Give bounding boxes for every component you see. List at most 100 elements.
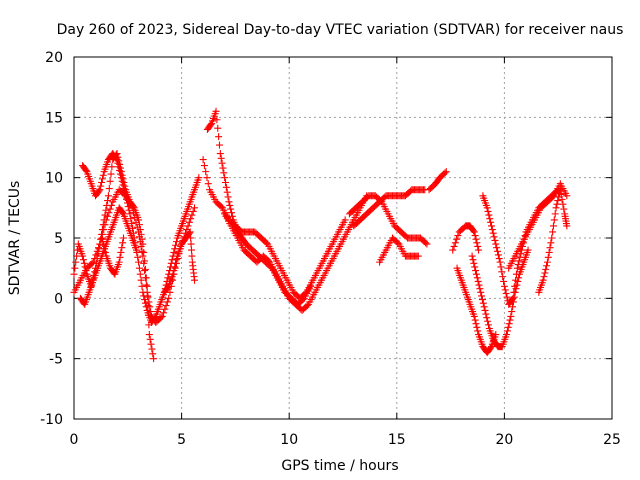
- data-point-track-n: [473, 274, 481, 282]
- data-point-track-q: [557, 191, 565, 199]
- data-point-track-c: [88, 259, 96, 267]
- data-point-track-b: [119, 181, 127, 189]
- data-point-track-e: [214, 124, 222, 132]
- data-point-track-n: [507, 312, 515, 320]
- data-point-track-n: [474, 277, 482, 285]
- data-point-track-q: [544, 253, 552, 261]
- data-point-track-p: [549, 193, 557, 201]
- data-point-track-a: [148, 345, 156, 353]
- data-point-track-f: [341, 216, 349, 224]
- data-point-track-o: [488, 226, 496, 234]
- data-point-track-e: [213, 116, 221, 124]
- data-point-track-o: [494, 251, 502, 259]
- data-point-track-q: [547, 239, 555, 247]
- data-point-track-a: [141, 265, 149, 273]
- data-point-track-a: [145, 331, 153, 339]
- data-point-track-q: [555, 189, 563, 197]
- data-point-track-r: [191, 276, 199, 284]
- data-point-track-r: [171, 263, 179, 271]
- data-point-track-n: [524, 246, 532, 254]
- data-point-track-e: [207, 121, 215, 129]
- data-point-track-a: [79, 256, 87, 264]
- data-point-track-c: [184, 222, 192, 230]
- data-point-track-q: [560, 205, 568, 213]
- data-point-track-o: [497, 263, 505, 271]
- y-axis-label: SDTVAR / TECUs: [7, 181, 23, 296]
- y-tick-labels: -10 -5 0 5 10 15 20: [40, 50, 63, 428]
- data-point-track-b: [172, 238, 180, 246]
- data-point-track-n: [469, 256, 477, 264]
- data-point-track-a: [73, 252, 81, 260]
- data-point-track-c: [146, 303, 154, 311]
- data-point-track-r: [187, 240, 195, 248]
- data-point-track-q: [551, 210, 559, 218]
- data-point-track-p: [563, 192, 571, 200]
- data-point-track-f: [203, 174, 211, 182]
- data-point-track-f: [202, 168, 210, 176]
- data-point-track-q: [541, 269, 549, 277]
- data-point-track-a: [147, 340, 155, 348]
- data-point-track-l: [471, 232, 479, 240]
- data-point-track-o: [492, 240, 500, 248]
- data-point-track-s: [119, 239, 127, 247]
- data-point-track-f: [262, 239, 270, 247]
- data-point-track-o: [499, 273, 507, 281]
- data-point-track-c: [158, 312, 166, 320]
- y-tick-label: -5: [49, 352, 63, 368]
- data-point-track-m: [487, 344, 495, 352]
- data-point-track-b: [98, 178, 106, 186]
- data-point-track-b: [134, 253, 142, 261]
- data-point-track-r: [172, 259, 180, 267]
- data-point-track-n: [478, 296, 486, 304]
- data-point-track-c: [141, 274, 149, 282]
- data-point-track-e: [218, 159, 226, 167]
- data-point-track-m: [471, 316, 479, 324]
- data-point-track-c: [162, 302, 170, 310]
- data-point-track-c: [144, 293, 152, 301]
- data-point-track-b: [138, 282, 146, 290]
- data-point-track-b: [98, 175, 106, 183]
- data-point-track-n: [470, 259, 478, 267]
- data-point-track-c: [100, 226, 108, 234]
- data-point-track-o: [487, 218, 495, 226]
- data-point-track-a: [104, 197, 112, 205]
- data-point-track-c: [105, 209, 113, 217]
- data-point-track-q: [540, 273, 548, 281]
- data-point-track-s: [116, 253, 124, 261]
- data-point-track-j: [414, 252, 422, 260]
- data-point-track-b: [97, 182, 105, 190]
- data-point-track-q: [558, 195, 566, 203]
- data-point-track-q: [563, 222, 571, 230]
- axis-ticks: [73, 56, 613, 420]
- data-point-track-a: [140, 248, 148, 256]
- data-point-track-o: [514, 261, 522, 269]
- data-point-track-o: [496, 258, 504, 266]
- data-point-track-d: [119, 209, 127, 217]
- data-marks: [70, 107, 571, 363]
- data-point-track-n: [471, 263, 479, 271]
- data-point-track-o: [490, 233, 498, 241]
- data-point-track-b: [95, 187, 103, 195]
- data-point-track-h: [422, 239, 430, 247]
- data-point-track-c: [93, 247, 101, 255]
- data-point-track-o: [495, 255, 503, 263]
- data-point-track-o: [501, 286, 509, 294]
- data-point-track-q: [549, 222, 557, 230]
- data-point-track-s: [115, 258, 123, 266]
- data-point-track-e: [222, 178, 230, 186]
- data-point-track-o: [513, 264, 521, 272]
- data-point-track-n: [476, 285, 484, 293]
- data-point-track-q: [543, 258, 551, 266]
- data-point-track-e: [212, 107, 220, 115]
- data-point-track-r: [188, 252, 196, 260]
- data-point-track-r: [185, 229, 193, 237]
- data-point-track-a: [107, 170, 115, 178]
- data-point-track-f: [204, 180, 212, 188]
- data-point-track-c: [120, 191, 128, 199]
- data-point-track-c: [102, 216, 110, 224]
- data-point-track-c: [135, 233, 143, 241]
- data-point-track-n: [480, 303, 488, 311]
- data-point-track-q: [554, 197, 562, 205]
- data-point-track-c: [160, 309, 168, 317]
